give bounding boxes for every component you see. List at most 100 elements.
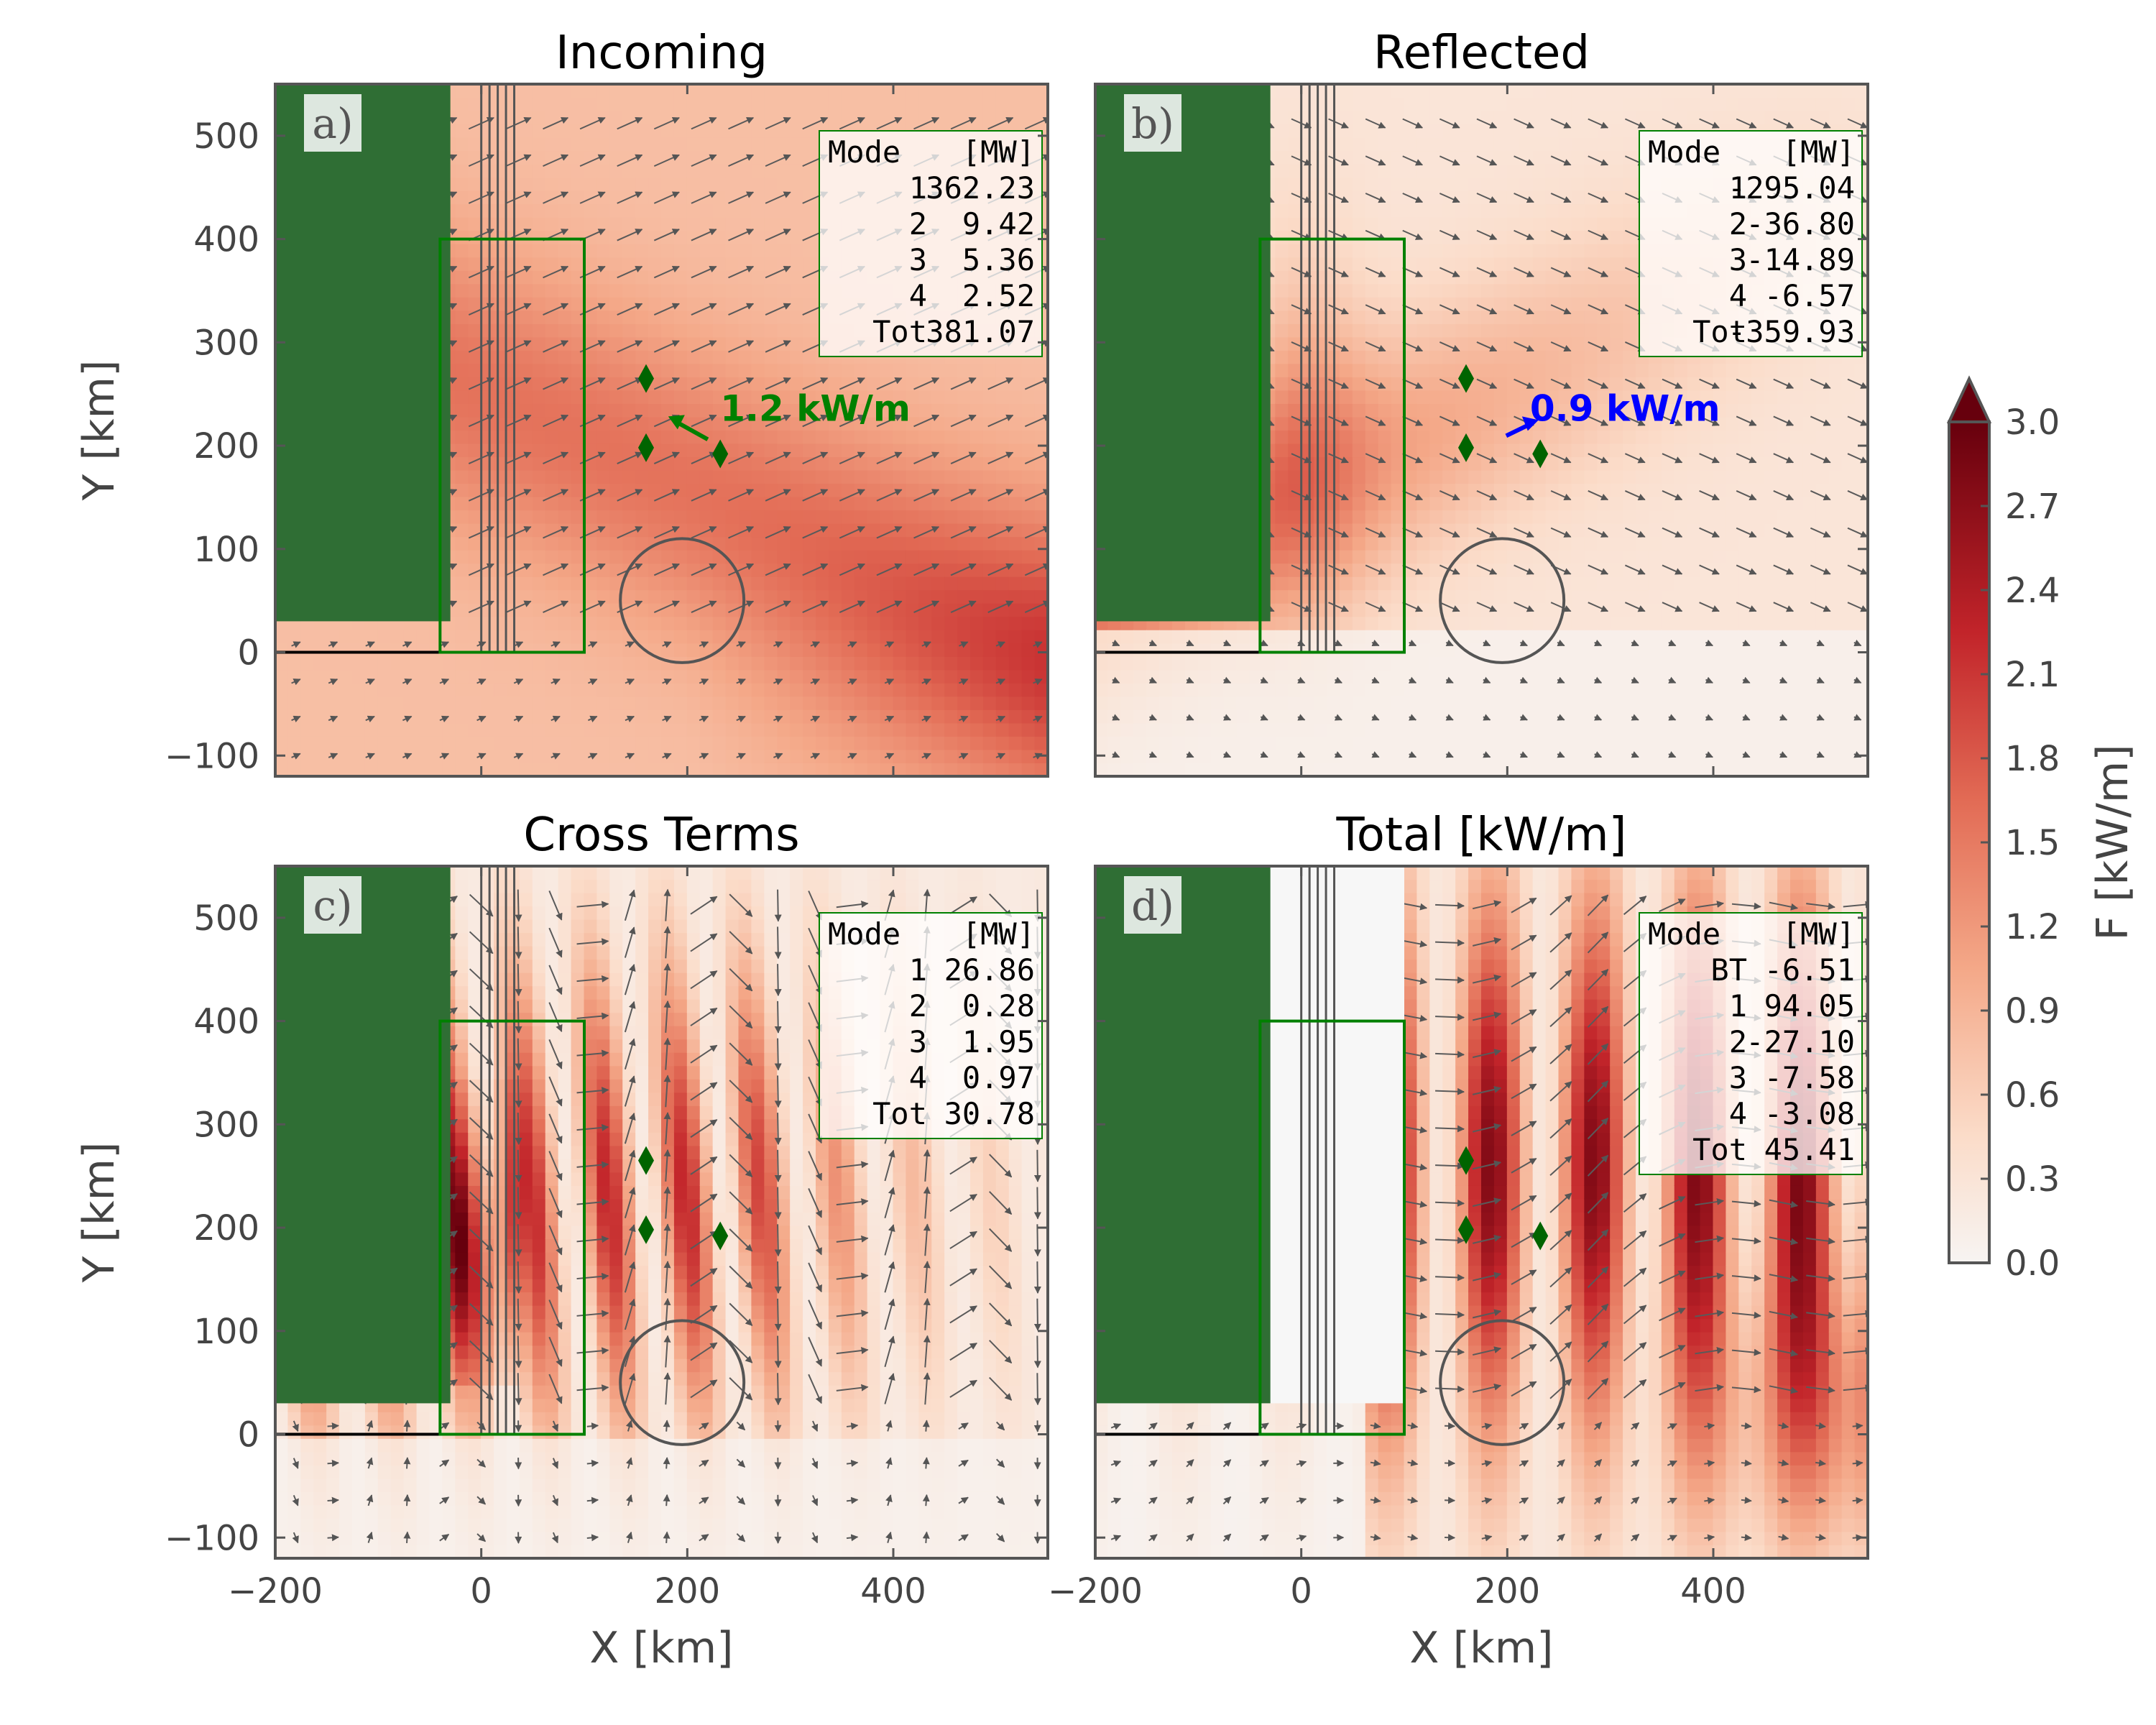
heat-cell bbox=[635, 563, 650, 577]
heat-cell bbox=[777, 203, 791, 218]
flux-arrow bbox=[402, 641, 413, 648]
heat-cell bbox=[584, 576, 598, 591]
heat-cell bbox=[751, 656, 765, 671]
heat-cell bbox=[545, 163, 559, 178]
heat-cell bbox=[893, 549, 907, 564]
heat-cell bbox=[764, 296, 778, 311]
heat-cell bbox=[571, 629, 585, 644]
heat-cell bbox=[468, 97, 482, 111]
heat-cell bbox=[841, 363, 855, 377]
heat-cell bbox=[1365, 363, 1379, 377]
heat-cell bbox=[545, 257, 559, 271]
heat-cell bbox=[1391, 137, 1405, 152]
heat-cell bbox=[532, 749, 546, 763]
heat-cell bbox=[1159, 722, 1173, 737]
heat-cell bbox=[1339, 376, 1353, 391]
heat-cell bbox=[1429, 190, 1444, 205]
heat-cell bbox=[777, 722, 791, 737]
heat-cell bbox=[751, 349, 765, 364]
heat-cell bbox=[1378, 110, 1392, 125]
heat-cell bbox=[1223, 762, 1238, 776]
heat-cell bbox=[1301, 336, 1315, 351]
heat-cell bbox=[609, 270, 624, 285]
heat-cell bbox=[738, 270, 752, 285]
heat-cell bbox=[609, 443, 624, 458]
heat-cell bbox=[1107, 749, 1122, 763]
heat-cell bbox=[1404, 456, 1418, 471]
heat-cell bbox=[532, 97, 546, 111]
heat-cell bbox=[609, 416, 624, 431]
heat-cell bbox=[1133, 749, 1148, 763]
heat-cell bbox=[300, 656, 315, 671]
heat-cell bbox=[584, 523, 598, 538]
heat-cell bbox=[584, 376, 598, 391]
heat-cell bbox=[532, 563, 546, 577]
heat-cell bbox=[532, 430, 546, 444]
heat-cell bbox=[1404, 549, 1418, 564]
heat-cell bbox=[1378, 402, 1392, 418]
heat-cell bbox=[468, 762, 482, 776]
heat-cell bbox=[468, 296, 482, 311]
heat-cell bbox=[519, 177, 533, 191]
heat-cell bbox=[918, 656, 933, 671]
heat-cell bbox=[918, 682, 933, 697]
heat-cell bbox=[1391, 602, 1405, 617]
heat-cell bbox=[970, 722, 984, 737]
heat-cell bbox=[970, 735, 984, 750]
heat-cell bbox=[673, 496, 688, 511]
heat-cell bbox=[584, 150, 598, 165]
heat-cell bbox=[982, 656, 997, 671]
heat-cell bbox=[584, 190, 598, 205]
heat-cell bbox=[1288, 735, 1302, 750]
heat-cell bbox=[1301, 430, 1315, 444]
heat-cell bbox=[1008, 390, 1023, 404]
heat-cell bbox=[893, 616, 907, 630]
heat-cell bbox=[1008, 722, 1023, 737]
flux-arrow bbox=[439, 678, 450, 686]
heat-cell bbox=[1288, 589, 1302, 604]
heat-cell bbox=[957, 84, 971, 98]
heat-cell bbox=[661, 97, 675, 111]
heat-cell bbox=[609, 510, 624, 524]
heat-cell bbox=[1365, 510, 1379, 524]
heat-cell bbox=[918, 762, 933, 776]
heat-cell bbox=[1352, 682, 1366, 697]
heat-cell bbox=[995, 363, 1010, 377]
heat-cell bbox=[1159, 696, 1173, 710]
heat-cell bbox=[995, 762, 1010, 776]
heat-cell bbox=[648, 336, 662, 351]
heat-cell bbox=[416, 656, 430, 671]
heat-cell bbox=[558, 576, 572, 591]
heat-cell bbox=[609, 469, 624, 484]
heat-cell bbox=[725, 336, 740, 351]
heat-cell bbox=[468, 216, 482, 231]
heat-cell bbox=[957, 416, 971, 431]
heat-cell bbox=[828, 696, 842, 710]
heat-cell bbox=[777, 456, 791, 471]
heat-cell bbox=[686, 110, 701, 125]
heat-cell bbox=[854, 84, 868, 98]
heat-cell bbox=[841, 735, 855, 750]
heat-cell bbox=[596, 510, 611, 524]
heat-cell bbox=[995, 616, 1010, 630]
heat-cell bbox=[1034, 402, 1048, 418]
heat-cell bbox=[571, 349, 585, 364]
heat-cell bbox=[609, 230, 624, 244]
heat-cell bbox=[764, 483, 778, 497]
heat-cell bbox=[686, 390, 701, 404]
heat-cell bbox=[507, 749, 520, 763]
heat-cell bbox=[970, 469, 984, 484]
heat-cell bbox=[275, 682, 289, 697]
heat-cell bbox=[519, 363, 533, 377]
heat-cell bbox=[1301, 402, 1315, 418]
heat-cell bbox=[661, 203, 675, 218]
heat-cell bbox=[1095, 669, 1109, 684]
heat-cell bbox=[1429, 696, 1444, 710]
heat-cell bbox=[854, 483, 868, 497]
heat-cell bbox=[622, 735, 637, 750]
heat-cell bbox=[1365, 735, 1379, 750]
heat-cell bbox=[880, 483, 894, 497]
heat-cell bbox=[1429, 376, 1444, 391]
heat-cell bbox=[275, 669, 289, 684]
heat-cell bbox=[481, 390, 495, 404]
